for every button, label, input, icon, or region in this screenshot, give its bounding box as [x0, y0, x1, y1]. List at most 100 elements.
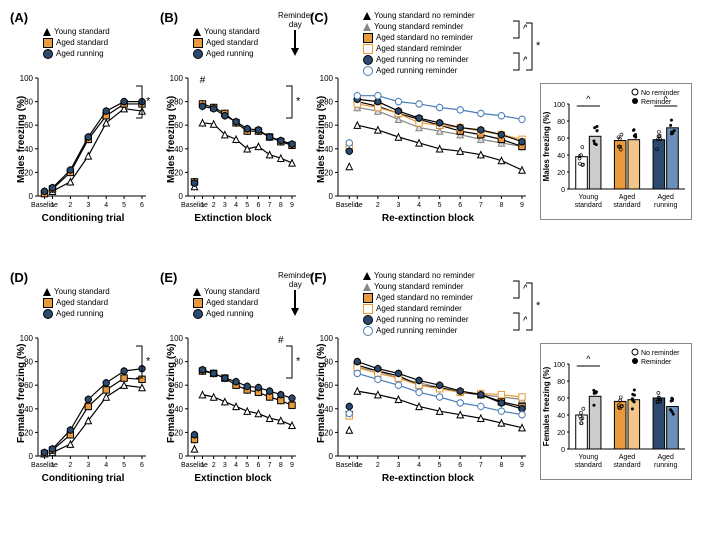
svg-text:20: 20 [557, 430, 565, 437]
svg-text:6: 6 [458, 462, 462, 469]
legend-6: Young standard no reminderYoung standard… [363, 10, 475, 76]
svg-text:5: 5 [122, 202, 126, 209]
x-axis-label: Conditioning trial [28, 213, 138, 224]
svg-text:Aged: Aged [619, 194, 635, 201]
svg-text:6: 6 [140, 202, 144, 209]
y-axis-label: Females freezing (%) [16, 344, 27, 443]
svg-text:standard: standard [613, 462, 640, 469]
svg-text:*: * [146, 356, 150, 368]
svg-text:3: 3 [86, 202, 90, 209]
svg-text:Aged: Aged [657, 454, 673, 461]
svg-text:Reminder: Reminder [641, 359, 672, 366]
svg-text:0: 0 [179, 192, 184, 201]
svg-text:0: 0 [29, 452, 34, 461]
sig-bracket: ^ [513, 18, 527, 44]
svg-text:No reminder: No reminder [641, 90, 680, 97]
sig-bracket: ^ [513, 278, 527, 304]
svg-text:8: 8 [499, 462, 503, 469]
svg-text:80: 80 [557, 379, 565, 386]
svg-text:#: # [278, 335, 284, 346]
y-axis-label: Females freezing (%) [166, 344, 177, 443]
svg-text:*: * [296, 96, 300, 108]
svg-text:5: 5 [438, 202, 442, 209]
svg-text:4: 4 [104, 462, 108, 469]
y-axis-label: Males freezing (%) [166, 96, 177, 183]
svg-text:20: 20 [557, 170, 565, 177]
svg-text:Aged: Aged [657, 194, 673, 201]
svg-text:5: 5 [438, 462, 442, 469]
svg-text:60: 60 [557, 136, 565, 143]
svg-text:40: 40 [557, 153, 565, 160]
sig-bracket: * [526, 280, 540, 336]
svg-text:6: 6 [140, 462, 144, 469]
svg-text:0: 0 [179, 452, 184, 461]
svg-text:100: 100 [320, 334, 334, 343]
panel-B: (B)020406080100Baseline123456789#Males f… [158, 8, 308, 268]
inset-bar: 020406080100Males freezing (%)^Youngstan… [540, 83, 692, 220]
svg-text:Reminder: Reminder [641, 99, 672, 106]
svg-text:2: 2 [212, 462, 216, 469]
svg-text:2: 2 [376, 202, 380, 209]
sig-bracket: * [136, 343, 150, 384]
svg-text:4: 4 [417, 462, 421, 469]
svg-text:3: 3 [86, 462, 90, 469]
svg-text:6: 6 [256, 462, 260, 469]
svg-text:*: * [146, 96, 150, 108]
svg-text:1: 1 [51, 202, 55, 209]
legend-3: Young standardAged standardAged running [43, 26, 110, 59]
x-axis-label: Extinction block [178, 213, 288, 224]
svg-text:9: 9 [520, 202, 524, 209]
panel-label-B: (B) [160, 10, 178, 25]
svg-text:0: 0 [329, 192, 334, 201]
svg-text:4: 4 [104, 202, 108, 209]
y-axis-label: Males freezing (%) [16, 96, 27, 183]
panel-E: (E)020406080100Baseline123456789#Females… [158, 268, 308, 528]
panel-label-A: (A) [10, 10, 28, 25]
svg-text:1: 1 [201, 202, 205, 209]
svg-text:standard: standard [575, 202, 602, 209]
svg-text:2: 2 [376, 462, 380, 469]
svg-text:standard: standard [575, 462, 602, 469]
svg-text:Young: Young [579, 454, 599, 461]
svg-text:running: running [654, 462, 677, 469]
legend-3: Young standardAged standardAged running [193, 286, 260, 319]
svg-text:5: 5 [245, 462, 249, 469]
panel-label-E: (E) [160, 270, 177, 285]
svg-text:4: 4 [234, 202, 238, 209]
svg-text:3: 3 [223, 202, 227, 209]
panel-C: (C)020406080100Baseline123456789Males fr… [308, 8, 698, 268]
svg-text:Females freezing (%): Females freezing (%) [542, 366, 551, 446]
sig-bracket: * [526, 20, 540, 76]
svg-text:40: 40 [557, 413, 565, 420]
x-axis-label: Extinction block [178, 473, 288, 484]
svg-text:5: 5 [122, 462, 126, 469]
x-axis-label: Conditioning trial [28, 473, 138, 484]
svg-text:7: 7 [268, 202, 272, 209]
panel-A: (A)020406080100Baseline123456Males freez… [8, 8, 158, 268]
svg-text:100: 100 [553, 102, 565, 109]
svg-text:4: 4 [417, 202, 421, 209]
panel-F: (F)020406080100Baseline123456789Females … [308, 268, 698, 528]
svg-text:running: running [654, 202, 677, 209]
legend-3: Young standardAged standardAged running [193, 26, 260, 59]
svg-text:100: 100 [553, 362, 565, 369]
svg-text:^: ^ [586, 354, 591, 364]
svg-text:8: 8 [279, 462, 283, 469]
svg-text:9: 9 [520, 462, 524, 469]
svg-text:No reminder: No reminder [641, 350, 680, 357]
svg-text:9: 9 [290, 462, 294, 469]
svg-text:7: 7 [479, 462, 483, 469]
svg-text:9: 9 [290, 202, 294, 209]
svg-text:4: 4 [234, 462, 238, 469]
svg-text:*: * [536, 300, 540, 312]
y-axis-label: Females freezing (%) [316, 344, 327, 443]
svg-text:#: # [200, 75, 206, 86]
legend-3: Young standardAged standardAged running [43, 286, 110, 319]
svg-text:2: 2 [68, 202, 72, 209]
svg-text:100: 100 [170, 74, 184, 83]
svg-text:0: 0 [329, 452, 334, 461]
svg-text:8: 8 [499, 202, 503, 209]
figure-grid: (A)020406080100Baseline123456Males freez… [8, 8, 707, 528]
sig-bracket: * [136, 83, 150, 124]
legend-6: Young standard no reminderYoung standard… [363, 270, 475, 336]
